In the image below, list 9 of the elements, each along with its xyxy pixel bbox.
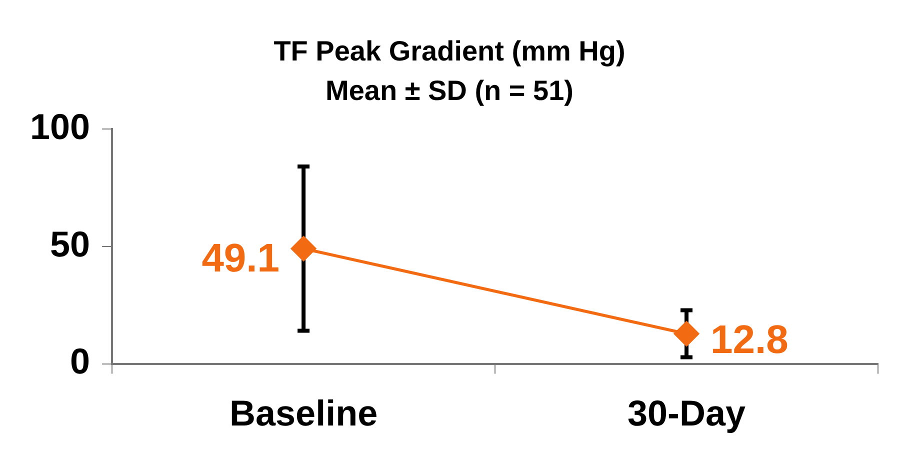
data-label: 12.8: [710, 318, 788, 362]
x-tick-label: Baseline: [230, 392, 378, 434]
y-tick-label: 0: [70, 340, 90, 382]
x-tick-label: 30-Day: [627, 392, 746, 434]
y-tick-label: 100: [30, 106, 90, 148]
chart-subtitle: Mean ± SD (n = 51): [326, 75, 574, 106]
chart-title: TF Peak Gradient (mm Hg): [274, 36, 626, 67]
data-label: 49.1: [202, 236, 280, 281]
y-tick-label: 50: [50, 223, 90, 264]
